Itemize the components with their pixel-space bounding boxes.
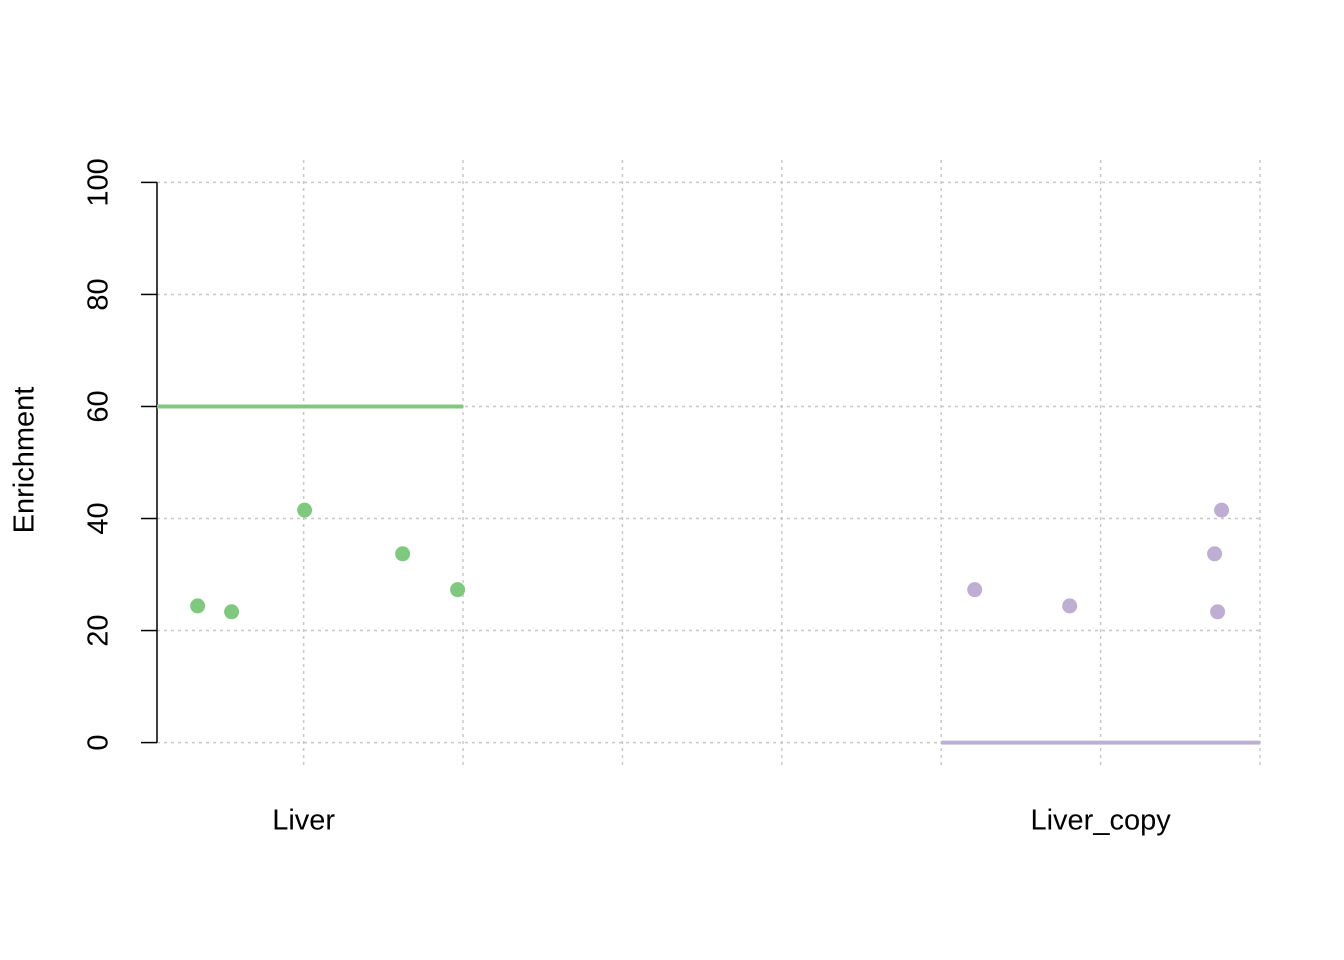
point <box>1210 604 1226 620</box>
y-tick-label: 80 <box>83 278 115 310</box>
point <box>967 582 983 598</box>
point <box>297 502 313 518</box>
point <box>450 582 466 598</box>
point <box>1214 502 1230 518</box>
point <box>190 598 206 614</box>
y-tick-label: 20 <box>83 614 115 646</box>
point <box>1062 598 1078 614</box>
x-tick-label: Liver_copy <box>1030 805 1171 837</box>
point <box>224 604 240 620</box>
y-tick-label: 60 <box>83 390 115 422</box>
x-tick-label: Liver <box>272 805 335 837</box>
y-tick-label: 100 <box>83 158 115 206</box>
y-axis-label: Enrichment <box>9 387 41 534</box>
y-tick-label: 0 <box>83 735 115 751</box>
point <box>1207 546 1223 562</box>
point <box>395 546 411 562</box>
y-tick-label: 40 <box>83 502 115 534</box>
